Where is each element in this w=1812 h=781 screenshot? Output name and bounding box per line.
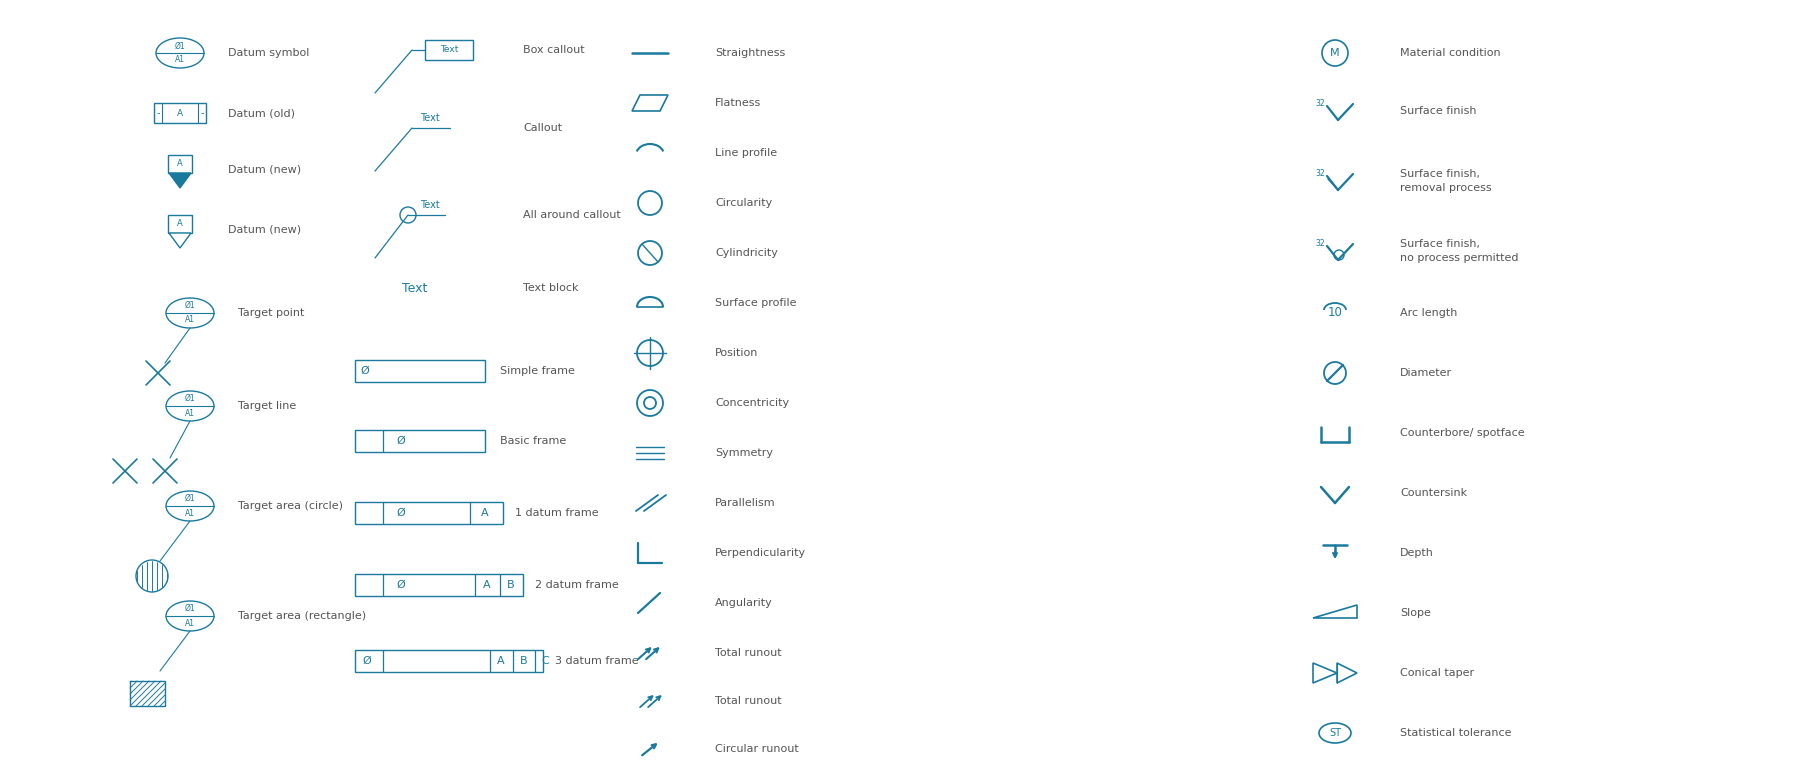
Text: Conical taper: Conical taper bbox=[1401, 668, 1475, 678]
Text: Callout: Callout bbox=[524, 123, 562, 133]
Text: B: B bbox=[520, 656, 527, 666]
Text: Circularity: Circularity bbox=[716, 198, 772, 208]
Text: Target area (rectangle): Target area (rectangle) bbox=[237, 611, 366, 621]
Polygon shape bbox=[169, 233, 190, 248]
Text: Text: Text bbox=[420, 200, 440, 210]
Text: Text: Text bbox=[440, 45, 458, 55]
Text: Ø: Ø bbox=[361, 366, 370, 376]
Text: 10: 10 bbox=[1328, 306, 1343, 319]
Text: Line profile: Line profile bbox=[716, 148, 777, 158]
Text: Surface profile: Surface profile bbox=[716, 298, 797, 308]
Text: 32: 32 bbox=[1316, 169, 1325, 177]
Text: A1: A1 bbox=[176, 55, 185, 65]
Bar bbox=[169, 215, 192, 233]
Text: Ø1: Ø1 bbox=[185, 494, 196, 502]
Text: Ø: Ø bbox=[397, 508, 406, 518]
Text: Depth: Depth bbox=[1401, 548, 1433, 558]
Text: Ø: Ø bbox=[362, 656, 371, 666]
Text: C: C bbox=[542, 656, 549, 666]
Text: Total runout: Total runout bbox=[716, 648, 781, 658]
Text: -: - bbox=[156, 108, 159, 118]
Text: Target area (circle): Target area (circle) bbox=[237, 501, 342, 511]
Text: Simple frame: Simple frame bbox=[500, 366, 574, 376]
Text: Countersink: Countersink bbox=[1401, 488, 1468, 498]
Text: A1: A1 bbox=[185, 408, 196, 418]
Text: Symmetry: Symmetry bbox=[716, 448, 774, 458]
Text: 32: 32 bbox=[1316, 238, 1325, 248]
Text: A: A bbox=[484, 580, 491, 590]
Polygon shape bbox=[169, 173, 190, 188]
Bar bbox=[130, 681, 165, 706]
Text: no process permitted: no process permitted bbox=[1401, 253, 1518, 263]
Text: A: A bbox=[178, 159, 183, 169]
Text: Text: Text bbox=[402, 281, 428, 294]
Text: Ø1: Ø1 bbox=[185, 394, 196, 402]
Text: Arc length: Arc length bbox=[1401, 308, 1457, 318]
Text: Ø1: Ø1 bbox=[185, 604, 196, 612]
Bar bbox=[355, 360, 486, 382]
Text: A1: A1 bbox=[185, 508, 196, 518]
Text: Surface finish,: Surface finish, bbox=[1401, 239, 1480, 249]
Text: Total runout: Total runout bbox=[716, 696, 781, 706]
Bar bbox=[426, 40, 473, 60]
Text: Straightness: Straightness bbox=[716, 48, 785, 58]
Text: Parallelism: Parallelism bbox=[716, 498, 776, 508]
Text: Target point: Target point bbox=[237, 308, 304, 318]
Text: Counterbore/ spotface: Counterbore/ spotface bbox=[1401, 428, 1524, 438]
Text: 2 datum frame: 2 datum frame bbox=[535, 580, 618, 590]
Text: Surface finish,: Surface finish, bbox=[1401, 169, 1480, 179]
Text: All around callout: All around callout bbox=[524, 210, 622, 220]
Text: Ø1: Ø1 bbox=[174, 41, 185, 51]
Text: -: - bbox=[201, 108, 203, 118]
Text: Text block: Text block bbox=[524, 283, 578, 293]
Bar bbox=[355, 574, 524, 596]
Bar bbox=[355, 430, 486, 452]
Text: Angularity: Angularity bbox=[716, 598, 772, 608]
Text: Diameter: Diameter bbox=[1401, 368, 1451, 378]
Text: Material condition: Material condition bbox=[1401, 48, 1500, 58]
Text: A: A bbox=[482, 508, 489, 518]
Text: 1 datum frame: 1 datum frame bbox=[515, 508, 598, 518]
Bar bbox=[169, 155, 192, 173]
Text: A: A bbox=[178, 109, 183, 117]
Text: Datum symbol: Datum symbol bbox=[228, 48, 310, 58]
Text: Circular runout: Circular runout bbox=[716, 744, 799, 754]
Text: Flatness: Flatness bbox=[716, 98, 761, 108]
Text: A: A bbox=[496, 656, 506, 666]
Text: 32: 32 bbox=[1316, 98, 1325, 108]
Text: Ø: Ø bbox=[397, 580, 406, 590]
Text: Cylindricity: Cylindricity bbox=[716, 248, 777, 258]
Text: Surface finish: Surface finish bbox=[1401, 106, 1477, 116]
Text: Concentricity: Concentricity bbox=[716, 398, 788, 408]
Text: A1: A1 bbox=[185, 619, 196, 627]
Text: Slope: Slope bbox=[1401, 608, 1431, 618]
Text: A: A bbox=[178, 219, 183, 229]
Text: M: M bbox=[1330, 48, 1339, 58]
Text: Datum (new): Datum (new) bbox=[228, 165, 301, 175]
Text: Ø1: Ø1 bbox=[185, 301, 196, 309]
Bar bbox=[355, 650, 544, 672]
Text: Position: Position bbox=[716, 348, 759, 358]
Text: Box callout: Box callout bbox=[524, 45, 585, 55]
Text: Datum (old): Datum (old) bbox=[228, 108, 295, 118]
Text: Ø: Ø bbox=[397, 436, 406, 446]
Text: Text: Text bbox=[420, 113, 440, 123]
Bar bbox=[154, 103, 207, 123]
Text: Target line: Target line bbox=[237, 401, 295, 411]
Text: 3 datum frame: 3 datum frame bbox=[554, 656, 638, 666]
Text: B: B bbox=[507, 580, 515, 590]
Text: Perpendicularity: Perpendicularity bbox=[716, 548, 806, 558]
Text: A1: A1 bbox=[185, 316, 196, 324]
Text: Datum (new): Datum (new) bbox=[228, 225, 301, 235]
Text: Statistical tolerance: Statistical tolerance bbox=[1401, 728, 1511, 738]
Text: Basic frame: Basic frame bbox=[500, 436, 565, 446]
Text: ST: ST bbox=[1328, 728, 1341, 738]
Bar bbox=[355, 502, 504, 524]
Text: removal process: removal process bbox=[1401, 183, 1491, 193]
